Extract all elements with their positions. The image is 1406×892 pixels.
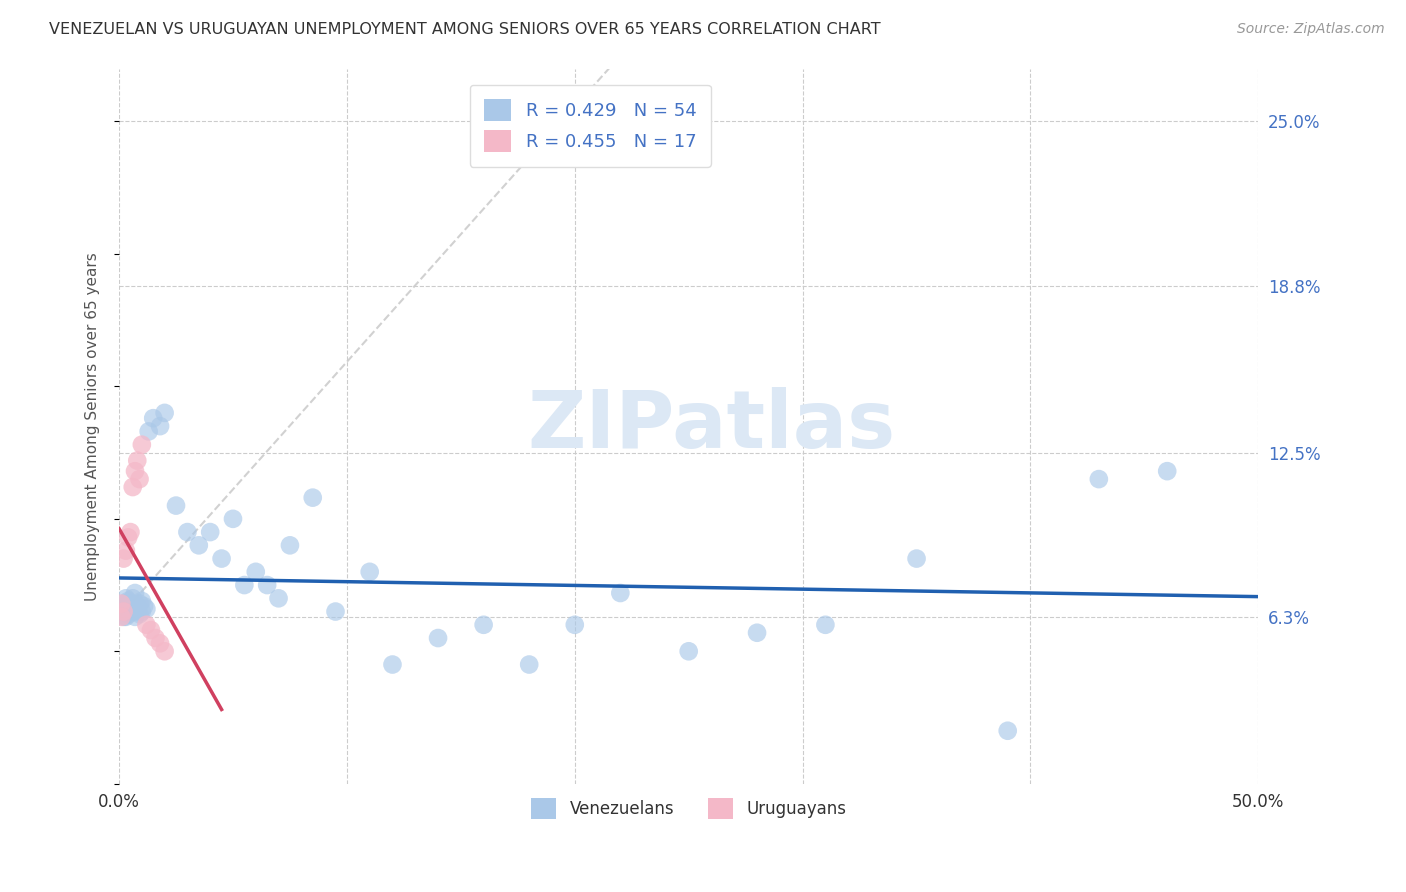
Point [149,419,172,434]
Point [176,525,198,540]
Point [128,597,150,611]
Point [1088,472,1111,486]
Point [256,578,278,592]
Point [117,594,139,608]
Point [120,597,142,611]
Point [115,610,138,624]
Y-axis label: Unemployment Among Seniors over 65 years: Unemployment Among Seniors over 65 years [86,252,100,600]
Point [564,617,586,632]
Point [278,538,301,552]
Point [127,605,149,619]
Point [745,625,768,640]
Point [115,599,138,614]
Point [138,425,160,439]
Point [131,594,153,608]
Point [131,438,153,452]
Point [165,499,187,513]
Point [132,599,155,614]
Point [117,607,139,622]
Point [110,610,132,624]
Point [1156,464,1178,478]
Point [124,586,146,600]
Point [267,591,290,606]
Point [139,623,162,637]
Point [120,525,142,540]
Point [115,543,138,558]
Text: ZIPatlas: ZIPatlas [527,387,896,465]
Point [517,657,540,672]
Point [127,599,149,614]
Point [112,597,135,611]
Point [131,605,153,619]
Point [112,610,135,624]
Point [112,605,135,619]
Point [381,657,404,672]
Point [121,480,143,494]
Point [325,605,347,619]
Point [427,631,450,645]
Point [124,610,146,624]
Point [117,530,139,544]
Point [678,644,700,658]
Point [245,565,267,579]
Point [124,464,146,478]
Point [121,605,143,619]
Point [153,644,176,658]
Text: Source: ZipAtlas.com: Source: ZipAtlas.com [1237,22,1385,37]
Point [142,411,165,425]
Point [814,617,837,632]
Point [222,512,245,526]
Point [472,617,495,632]
Point [121,591,143,606]
Point [211,551,233,566]
Text: VENEZUELAN VS URUGUAYAN UNEMPLOYMENT AMONG SENIORS OVER 65 YEARS CORRELATION CHA: VENEZUELAN VS URUGUAYAN UNEMPLOYMENT AMO… [49,22,880,37]
Point [198,525,221,540]
Point [187,538,209,552]
Point [997,723,1019,738]
Point [359,565,381,579]
Point [145,631,167,645]
Point [905,551,928,566]
Point [120,602,142,616]
Point [135,617,157,632]
Point [127,453,149,467]
Point [124,602,146,616]
Point [110,597,132,611]
Point [153,406,176,420]
Legend: Venezuelans, Uruguayans: Venezuelans, Uruguayans [524,792,852,825]
Point [128,472,150,486]
Point [112,551,135,566]
Point [128,607,150,622]
Point [149,636,172,650]
Point [233,578,256,592]
Point [609,586,631,600]
Point [301,491,323,505]
Point [135,602,157,616]
Point [115,591,138,606]
Point [110,605,132,619]
